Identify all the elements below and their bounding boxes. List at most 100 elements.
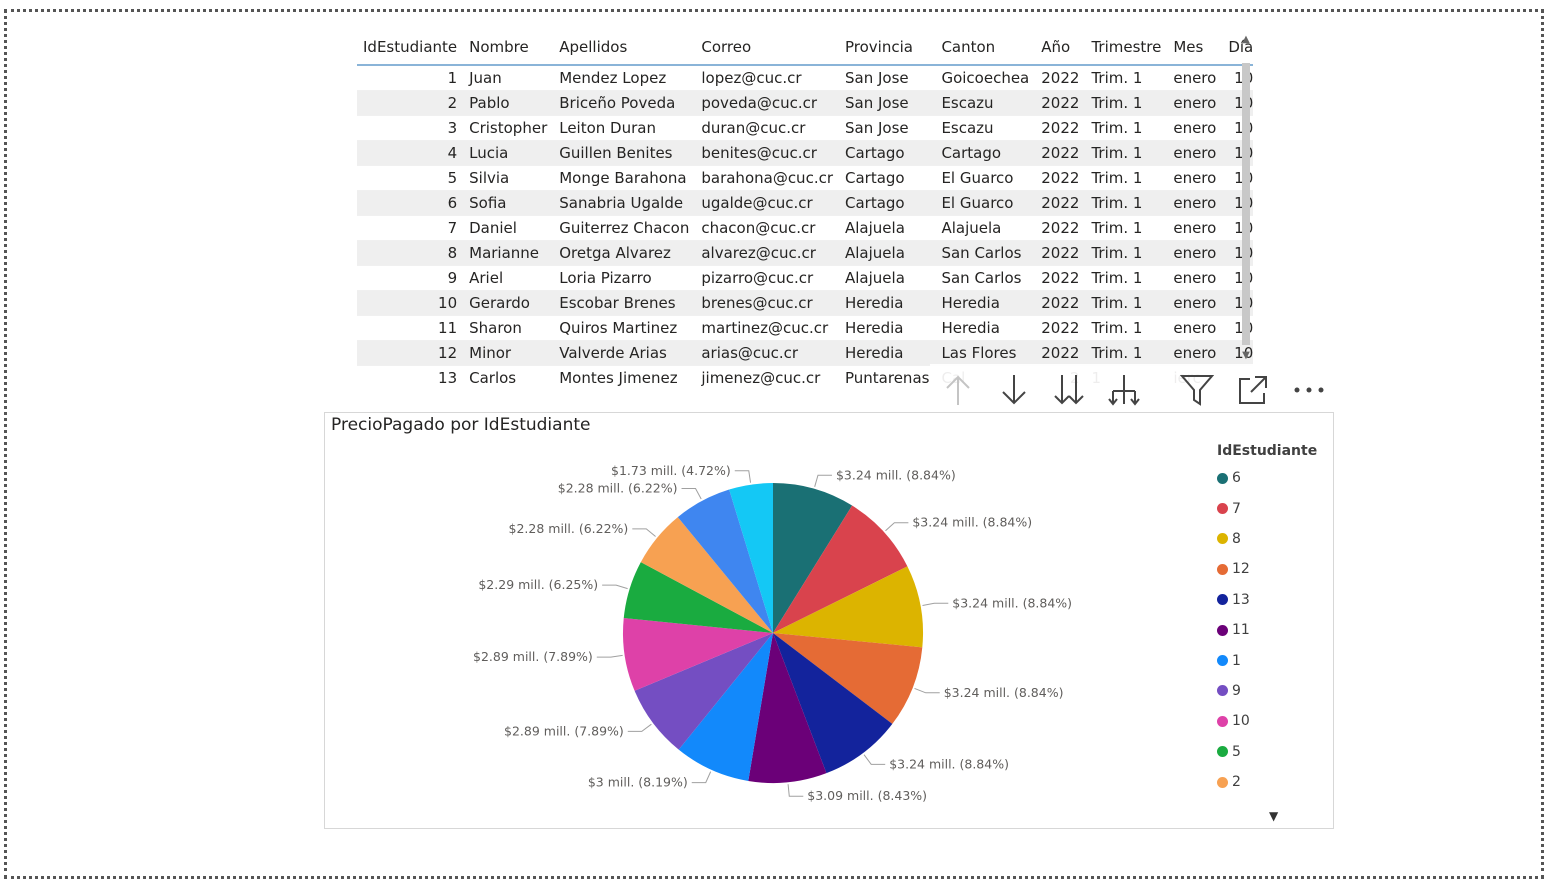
- legend-item[interactable]: 13: [1217, 585, 1317, 615]
- table-cell: 2022: [1035, 340, 1086, 366]
- filter-icon[interactable]: [1179, 372, 1215, 408]
- column-header[interactable]: Día: [1222, 30, 1253, 66]
- legend-color-dot: [1217, 563, 1228, 575]
- legend-label: 6: [1232, 470, 1241, 487]
- slice-leader-line: [681, 487, 702, 500]
- legend-label: 11: [1232, 622, 1250, 639]
- pie-chart-visual[interactable]: PrecioPagado por IdEstudiante $3.24 mill…: [324, 412, 1334, 829]
- table-row[interactable]: 9 Ariel Loria Pizarro pizarro@cuc.cr Alajuel…: [357, 265, 1253, 291]
- legend-scroll-down-icon[interactable]: ▼: [1269, 809, 1279, 823]
- legend-item[interactable]: 9: [1217, 676, 1317, 706]
- table-row[interactable]: 3 Cristopher Leiton Duran duran@cuc.cr San J…: [357, 115, 1253, 141]
- table-cell: Goicoechea: [935, 65, 1036, 91]
- table-row[interactable]: 4 Lucia Guillen Benites benites@cuc.cr Carta…: [357, 140, 1253, 166]
- pie-slice-5[interactable]: [623, 562, 773, 633]
- table-visual[interactable]: IdEstudiante Nombre Apellidos Correo Provinc…: [357, 30, 1253, 390]
- column-header[interactable]: Nombre: [463, 30, 554, 66]
- legend-item[interactable]: 2: [1217, 767, 1317, 797]
- table-cell: Leiton Duran: [553, 115, 696, 141]
- slice-data-label: $3.24 mill. (8.84%): [889, 756, 1009, 771]
- legend-label: 1: [1232, 652, 1241, 669]
- pie-slice-4[interactable]: [729, 483, 773, 633]
- table-row[interactable]: 10 Gerardo Escobar Brenes brenes@cuc.cr Here…: [357, 290, 1253, 316]
- table-cell: 9: [357, 265, 464, 291]
- table-row[interactable]: 6 Sofia Sanabria Ugalde ugalde@cuc.cr Cartag…: [357, 190, 1253, 216]
- table-cell: Briceño Poveda: [553, 90, 696, 116]
- more-options-icon[interactable]: [1291, 372, 1327, 408]
- table-cell: Trim. 1: [1085, 240, 1168, 266]
- arrow-up-icon[interactable]: [940, 372, 976, 408]
- column-header[interactable]: Apellidos: [553, 30, 696, 66]
- table-cell: 2022: [1035, 215, 1086, 241]
- legend-item[interactable]: 1: [1217, 645, 1317, 675]
- table-row[interactable]: 7 Daniel Guiterrez Chacon chacon@cuc.cr Alaj…: [357, 215, 1253, 241]
- table-cell: Puntarenas: [839, 365, 936, 390]
- legend-color-dot: [1217, 685, 1228, 697]
- pie-slice-10[interactable]: [623, 618, 773, 691]
- legend-item[interactable]: 10: [1217, 706, 1317, 736]
- table-row[interactable]: 1 Juan Mendez Lopez lopez@cuc.cr San Jose Goi…: [357, 65, 1253, 91]
- pie-slice-12[interactable]: [773, 633, 923, 724]
- pie-slice-2[interactable]: [640, 517, 773, 633]
- table-row[interactable]: 12 Minor Valverde Arias arias@cuc.cr Heredia…: [357, 340, 1253, 366]
- table-cell: enero: [1167, 290, 1223, 316]
- table-row[interactable]: 8 Marianne Oretga Alvarez alvarez@cuc.cr Ala…: [357, 240, 1253, 266]
- legend-item[interactable]: 6: [1217, 463, 1317, 493]
- column-header[interactable]: Mes: [1167, 30, 1223, 66]
- table-row[interactable]: 2 Pablo Briceño Poveda poveda@cuc.cr San Jos…: [357, 90, 1253, 116]
- legend-item[interactable]: 8: [1217, 524, 1317, 554]
- table-cell: 10: [357, 290, 464, 316]
- table-cell: 7: [357, 215, 464, 241]
- table-cell: Escazu: [935, 115, 1036, 141]
- pie-slice-13[interactable]: [773, 633, 893, 774]
- table-cell: San Jose: [839, 115, 936, 141]
- focus-mode-icon[interactable]: [1235, 372, 1271, 408]
- legend-color-dot: [1217, 715, 1228, 727]
- scroll-thumb[interactable]: [1242, 63, 1250, 345]
- table-row[interactable]: 11 Sharon Quiros Martinez martinez@cuc.cr He…: [357, 315, 1253, 341]
- students-table: IdEstudiante Nombre Apellidos Correo Provinc…: [357, 30, 1253, 390]
- table-cell: 12: [357, 340, 464, 366]
- table-cell: San Jose: [839, 90, 936, 116]
- table-cell: Heredia: [839, 340, 936, 366]
- pie-slice-3[interactable]: [677, 489, 773, 633]
- table-cell: 6: [357, 190, 464, 216]
- slice-data-label: $2.28 mill. (6.22%): [558, 480, 678, 495]
- column-header[interactable]: IdEstudiante: [357, 30, 464, 66]
- pie-slice-7[interactable]: [773, 505, 908, 633]
- legend-color-dot: [1217, 776, 1228, 788]
- table-cell: El Guarco: [935, 165, 1036, 191]
- legend-item[interactable]: 11: [1217, 615, 1317, 645]
- legend-label: 5: [1232, 743, 1241, 760]
- double-arrow-down-icon[interactable]: [1051, 372, 1087, 408]
- expand-hierarchy-icon[interactable]: [1106, 372, 1142, 408]
- legend-item[interactable]: 12: [1217, 554, 1317, 584]
- column-header[interactable]: Trimestre: [1085, 30, 1168, 66]
- slice-leader-line: [787, 784, 804, 797]
- scroll-down-icon[interactable]: ▼: [1242, 350, 1250, 361]
- table-cell: Cartago: [935, 140, 1036, 166]
- slice-data-label: $3 mill. (8.19%): [588, 775, 688, 790]
- column-header[interactable]: Provincia: [839, 30, 936, 66]
- pie-slice-1[interactable]: [678, 633, 773, 781]
- table-cell: Trim. 1: [1085, 140, 1168, 166]
- table-cell: 5: [357, 165, 464, 191]
- pie-slice-6[interactable]: [773, 483, 853, 633]
- pie-slice-9[interactable]: [634, 633, 773, 750]
- legend-item[interactable]: 5: [1217, 737, 1317, 767]
- legend-item[interactable]: 7: [1217, 493, 1317, 523]
- pie-slice-11[interactable]: [748, 633, 827, 783]
- column-header[interactable]: Correo: [695, 30, 839, 66]
- table-cell: Sharon: [463, 315, 554, 341]
- column-header[interactable]: Año: [1035, 30, 1086, 66]
- slice-leader-line: [734, 470, 752, 483]
- table-scrollbar[interactable]: ▲ ▼: [1240, 33, 1252, 363]
- pie-slice-8[interactable]: [773, 566, 924, 648]
- column-header[interactable]: Canton: [935, 30, 1036, 66]
- scroll-up-icon[interactable]: ▲: [1242, 34, 1250, 45]
- arrow-down-icon[interactable]: [996, 372, 1032, 408]
- legend-color-dot: [1217, 472, 1228, 484]
- table-row[interactable]: 5 Silvia Monge Barahona barahona@cuc.cr Cart…: [357, 165, 1253, 191]
- table-cell: San Jose: [839, 65, 936, 91]
- table-cell: 2022: [1035, 140, 1086, 166]
